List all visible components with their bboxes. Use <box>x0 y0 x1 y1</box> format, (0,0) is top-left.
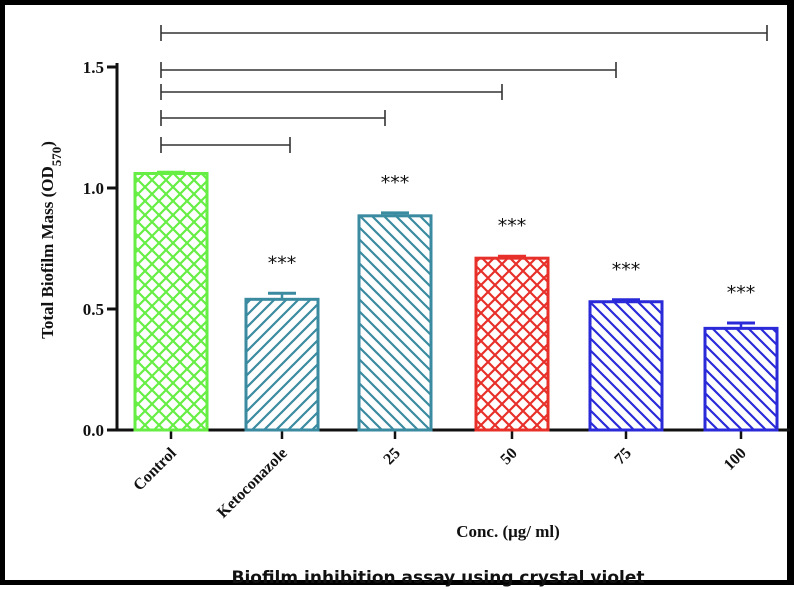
x-axis-label: Conc. (μg/ ml) <box>456 522 560 541</box>
chart: 0.0 0.5 1.0 1.5 Control *** Ketoconazole *** 25… <box>38 25 790 588</box>
y-tick-label: 0.0 <box>83 421 104 440</box>
axes: 0.0 0.5 1.0 1.5 <box>83 58 790 440</box>
y-tick-label: 1.0 <box>83 179 104 198</box>
comparison-brackets <box>160 25 768 153</box>
x-tick-label: Control <box>130 444 180 494</box>
significance-label: *** <box>268 252 297 274</box>
x-tick-label: 75 <box>611 445 634 468</box>
bar <box>357 214 433 432</box>
significance-label: *** <box>612 259 641 281</box>
comparison-bracket <box>160 84 503 100</box>
significance-label: *** <box>381 172 410 194</box>
figure-caption: Biofilm inhibition assay using crystal v… <box>231 568 644 588</box>
significance-label: *** <box>498 215 527 237</box>
comparison-bracket <box>160 110 386 126</box>
y-axis-label: Total Biofilm Mass (OD570) <box>38 141 64 339</box>
comparison-bracket <box>160 62 617 78</box>
bar <box>474 256 550 432</box>
y-tick-label: 0.5 <box>83 300 104 319</box>
x-tick-label: Ketoconazole <box>214 445 291 522</box>
x-tick-label: 100 <box>721 445 750 474</box>
comparison-bracket <box>160 25 768 41</box>
bar <box>703 326 779 432</box>
comparison-bracket <box>160 137 291 153</box>
x-tick-label: 50 <box>497 445 520 468</box>
significance-label: *** <box>727 282 756 304</box>
x-tick-label: 25 <box>380 445 403 468</box>
y-tick-label: 1.5 <box>83 58 104 77</box>
bar <box>588 300 664 432</box>
bars <box>133 170 779 432</box>
bar <box>244 297 320 432</box>
bar <box>133 171 209 432</box>
